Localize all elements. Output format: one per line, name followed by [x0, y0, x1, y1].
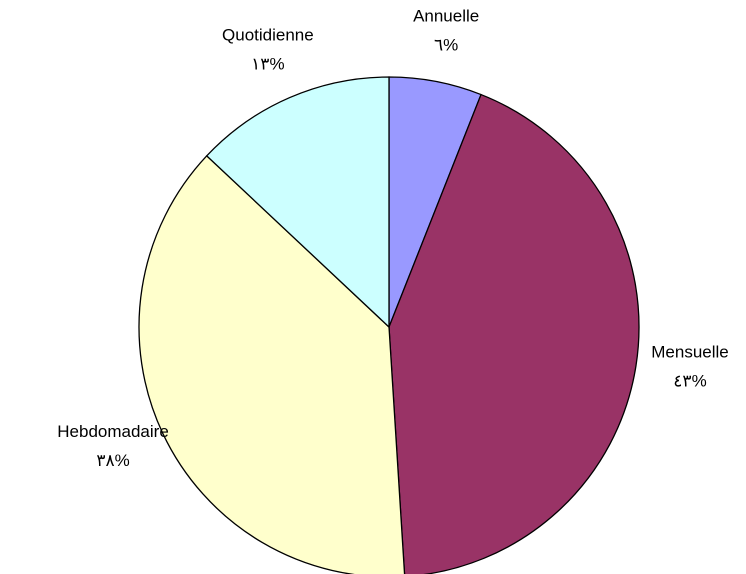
slice-label: Quotidienne [222, 26, 314, 45]
slice-value-label: ١٣% [251, 55, 284, 74]
slice-label: Annuelle [413, 7, 479, 26]
slice-value-label: ٣٨% [96, 451, 129, 470]
pie-slice [205, 76, 390, 329]
slice-label: Mensuelle [651, 343, 729, 362]
pie-slice [138, 154, 406, 574]
slice-value-label: ٦% [434, 36, 458, 55]
slice-label: Hebdomadaire [57, 422, 169, 441]
pie-slice [388, 93, 640, 574]
slice-value-label: ٤٣% [673, 372, 706, 391]
